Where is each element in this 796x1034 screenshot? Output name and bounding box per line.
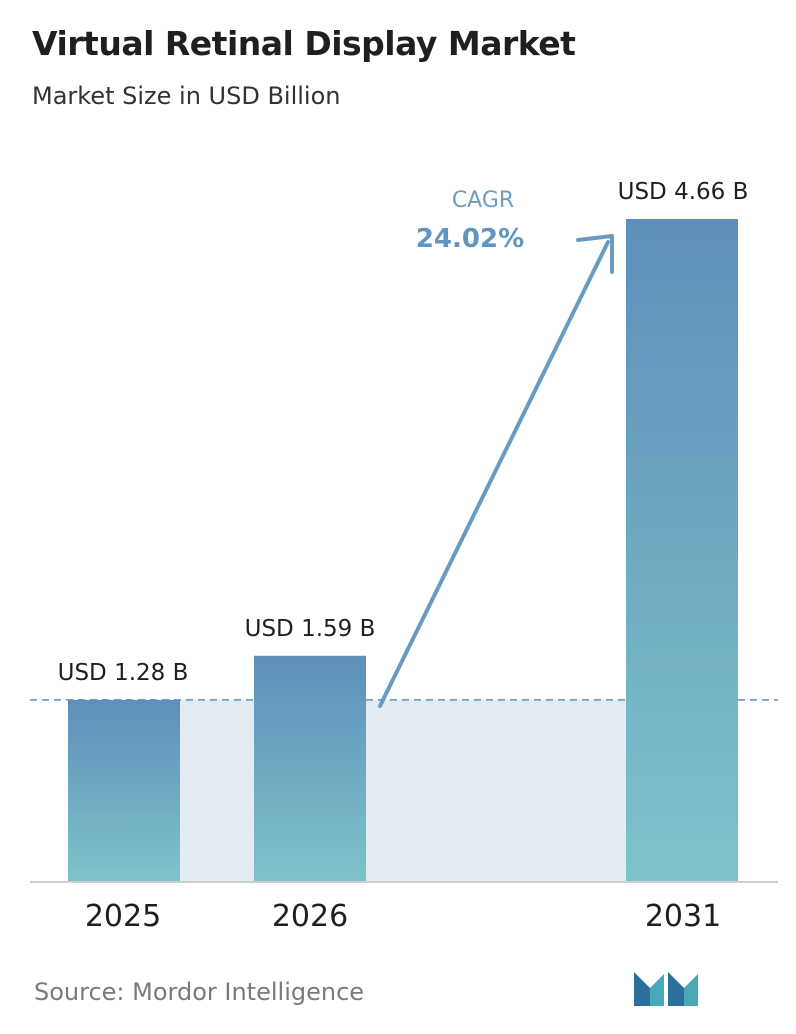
x-tick-label: 2025 <box>85 899 161 934</box>
x-tick-label: 2031 <box>645 899 721 934</box>
bar-value-label: USD 4.66 B <box>618 179 749 205</box>
reference-band <box>180 699 254 882</box>
cagr-label: CAGR <box>452 188 514 213</box>
cagr-value: 24.02% <box>416 224 524 254</box>
bar-2025 <box>68 699 180 882</box>
mordor-intelligence-logo-icon <box>634 972 698 1006</box>
bar-2026 <box>254 655 366 882</box>
chart-title: Virtual Retinal Display Market <box>32 24 576 63</box>
bar-value-label: USD 1.59 B <box>245 616 376 642</box>
cagr-arrow-icon <box>378 240 610 708</box>
source-note: Source: Mordor Intelligence <box>34 978 365 1006</box>
x-tick-label: 2026 <box>272 899 348 934</box>
chart-subtitle: Market Size in USD Billion <box>32 82 341 110</box>
reference-band <box>366 699 626 882</box>
bar-2031 <box>626 219 738 882</box>
bar-value-label: USD 1.28 B <box>58 660 189 686</box>
cagr-arrowhead-icon <box>576 234 614 274</box>
